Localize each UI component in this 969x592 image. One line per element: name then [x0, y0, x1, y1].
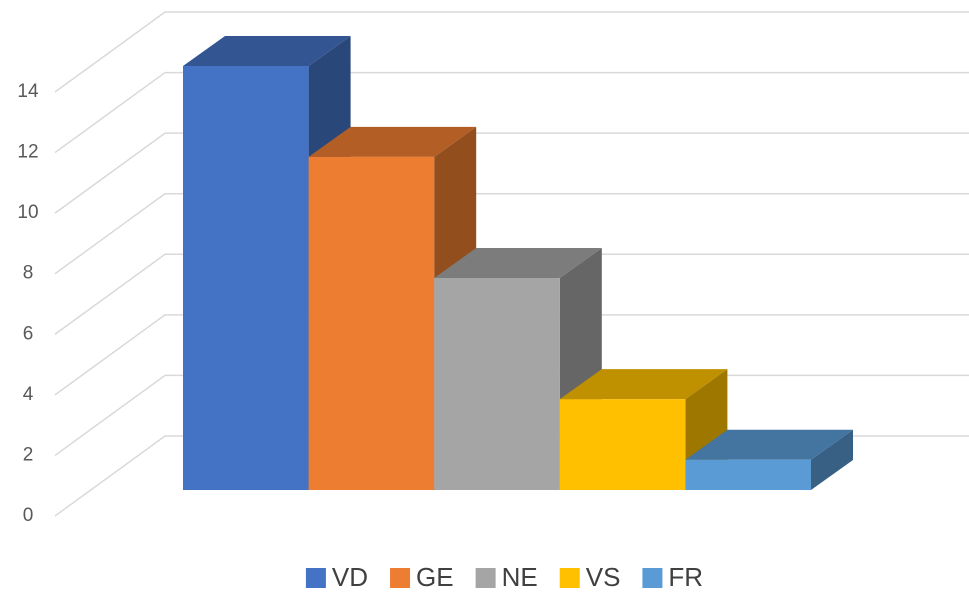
- legend-label: NE: [502, 562, 538, 592]
- y-tick-label: 12: [17, 142, 38, 163]
- y-tick-label: 2: [23, 444, 34, 465]
- legend-swatch: [642, 568, 663, 588]
- bar: [559, 399, 686, 490]
- legend-swatch: [305, 568, 326, 588]
- grid-line: [54, 132, 969, 214]
- legend-swatch: [559, 568, 580, 588]
- bar-top: [559, 369, 728, 400]
- bar-top: [685, 429, 853, 460]
- bar-top: [183, 36, 351, 66]
- bar: [434, 278, 560, 490]
- grid-line: [54, 71, 969, 154]
- y-tick-label: 0: [23, 505, 34, 526]
- y-tick-label: 10: [17, 202, 38, 223]
- legend-swatch: [390, 568, 411, 588]
- bar-top: [308, 126, 477, 157]
- legend-label: FR: [668, 562, 703, 592]
- grid-line: [54, 314, 969, 396]
- legend-label: GE: [416, 562, 454, 592]
- grid-line: [54, 192, 969, 275]
- bar: [308, 156, 435, 490]
- legend-label: VS: [586, 562, 621, 592]
- grid-line: [54, 11, 969, 93]
- bar: [183, 66, 309, 490]
- y-tick-label: 8: [23, 263, 34, 284]
- grid-line: [54, 253, 969, 335]
- y-tick-label: 4: [23, 384, 34, 405]
- bar-top: [434, 248, 602, 278]
- y-tick-label: 14: [17, 81, 39, 102]
- bar: [685, 459, 811, 490]
- legend-label: VD: [332, 562, 368, 592]
- legend-swatch: [475, 568, 496, 588]
- y-tick-label: 6: [23, 323, 34, 344]
- bar-side: [811, 429, 853, 490]
